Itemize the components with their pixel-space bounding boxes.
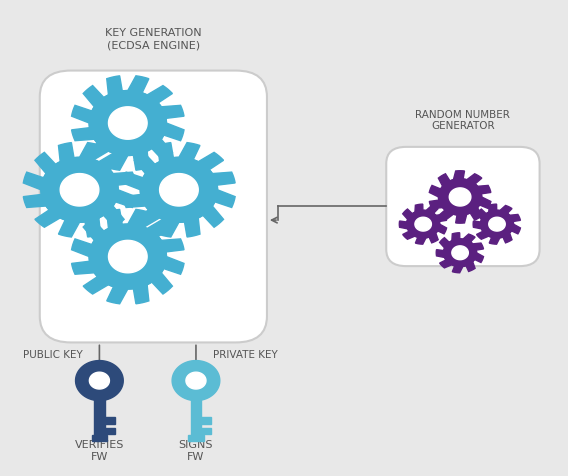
Text: PUBLIC KEY: PUBLIC KEY (23, 350, 82, 359)
Text: KEY GENERATION
(ECDSA ENGINE): KEY GENERATION (ECDSA ENGINE) (105, 29, 202, 50)
Polygon shape (473, 205, 520, 245)
Polygon shape (41, 158, 118, 223)
Polygon shape (108, 108, 147, 140)
Bar (201, 428, 211, 435)
Polygon shape (415, 218, 432, 231)
Polygon shape (108, 241, 147, 273)
Polygon shape (407, 211, 440, 238)
Polygon shape (481, 211, 513, 238)
Text: VERIFIES
FW: VERIFIES FW (75, 439, 124, 461)
Bar (105, 428, 115, 435)
Polygon shape (172, 361, 220, 401)
Text: RANDOM NUMBER
GENERATOR: RANDOM NUMBER GENERATOR (415, 109, 511, 131)
Polygon shape (72, 77, 184, 171)
Bar (105, 417, 115, 424)
Bar (201, 417, 211, 424)
Polygon shape (123, 143, 235, 238)
Bar (191, 399, 201, 439)
Polygon shape (23, 143, 136, 238)
Polygon shape (436, 233, 483, 273)
Polygon shape (160, 174, 198, 207)
Polygon shape (89, 91, 166, 156)
Text: SIGNS
FW: SIGNS FW (179, 439, 213, 461)
Polygon shape (399, 205, 446, 245)
Polygon shape (186, 372, 206, 389)
Polygon shape (72, 210, 184, 304)
Polygon shape (429, 171, 491, 224)
Bar (94, 399, 105, 439)
Polygon shape (89, 372, 110, 389)
Polygon shape (438, 179, 482, 216)
Bar (91, 435, 107, 441)
Text: PRIVATE KEY: PRIVATE KEY (213, 350, 278, 359)
Polygon shape (140, 158, 218, 223)
Polygon shape (444, 239, 477, 267)
Bar (188, 435, 203, 441)
Polygon shape (452, 247, 469, 260)
Polygon shape (489, 218, 506, 231)
FancyBboxPatch shape (40, 71, 267, 343)
FancyBboxPatch shape (386, 148, 540, 267)
Polygon shape (76, 361, 123, 401)
Polygon shape (60, 174, 99, 207)
Polygon shape (89, 225, 166, 289)
Polygon shape (449, 188, 471, 207)
